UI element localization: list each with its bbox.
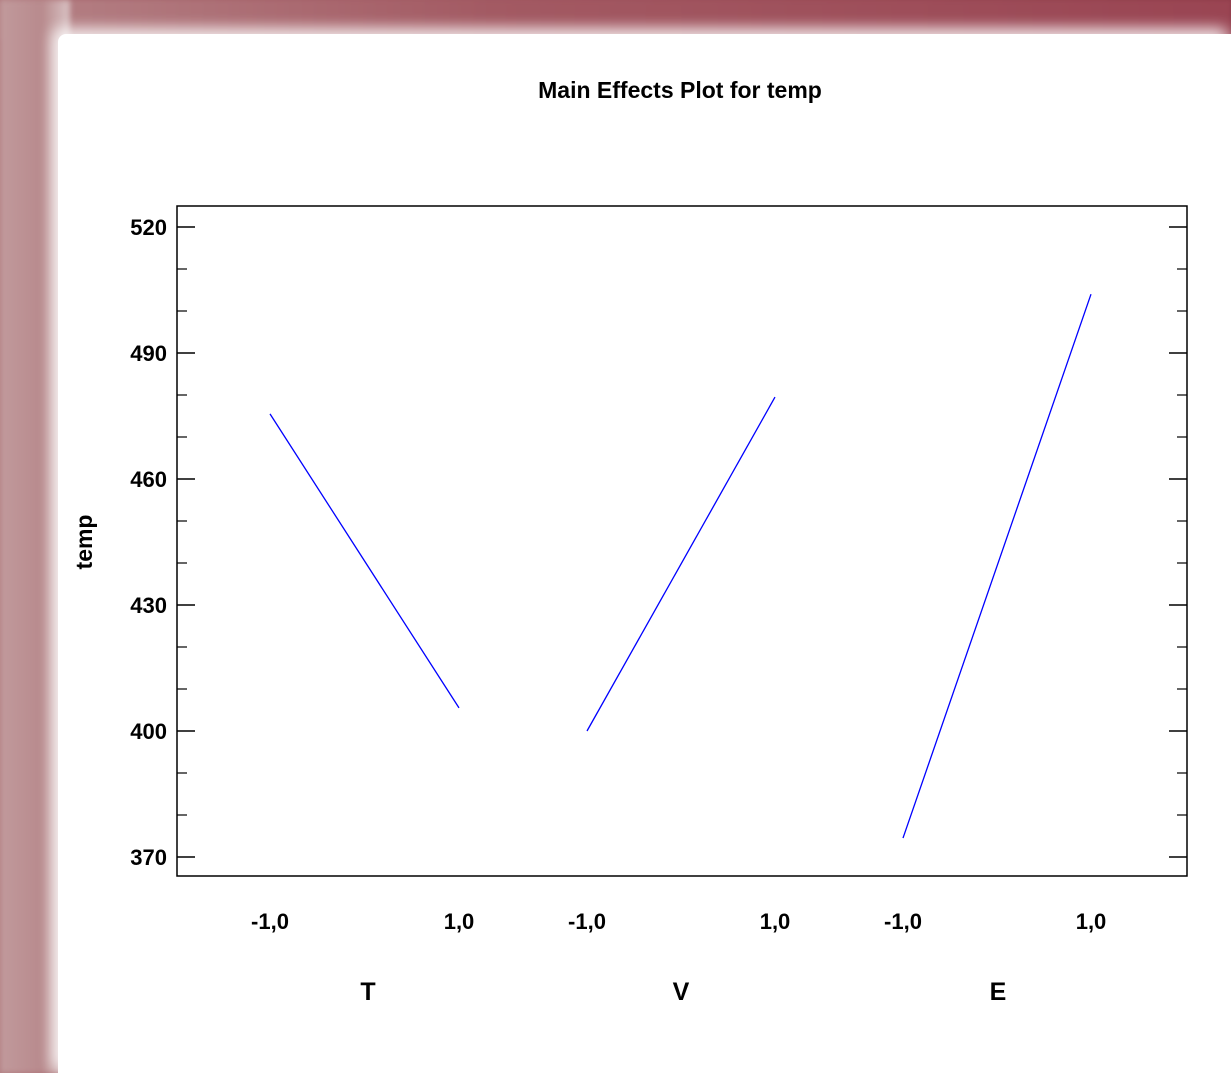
x-tick-label: -1,0 (568, 909, 606, 934)
x-tick-label: 1,0 (444, 909, 475, 934)
x-tick-label: -1,0 (884, 909, 922, 934)
effect-line-V (586, 396, 776, 732)
background-frame-top (0, 0, 1231, 40)
x-tick-label: 1,0 (760, 909, 791, 934)
x-tick-label: -1,0 (251, 909, 289, 934)
effect-line-T (269, 413, 460, 709)
y-tick-label: 430 (130, 593, 167, 618)
y-axis-ticks: 370 400 430 460 490 520 (130, 215, 1187, 870)
factor-label-E: E (990, 978, 1007, 1006)
plot-area-frame (176, 205, 1188, 877)
y-tick-label: 490 (130, 341, 167, 366)
y-tick-label: 370 (130, 845, 167, 870)
y-tick-label: 520 (130, 215, 167, 240)
x-tick-label: 1,0 (1076, 909, 1107, 934)
chart-title: Main Effects Plot for temp (538, 77, 822, 103)
effect-lines (269, 293, 1092, 839)
y-tick-label: 400 (130, 719, 167, 744)
effect-line-E (902, 293, 1092, 839)
x-axis-labels: -1,0 1,0 T -1,0 1,0 V -1,0 1,0 E (251, 909, 1106, 1006)
factor-label-V: V (673, 978, 690, 1006)
y-tick-label: 460 (130, 467, 167, 492)
y-axis-label: temp (71, 515, 97, 570)
chart-panel (58, 34, 1231, 1073)
factor-label-T: T (360, 978, 375, 1006)
